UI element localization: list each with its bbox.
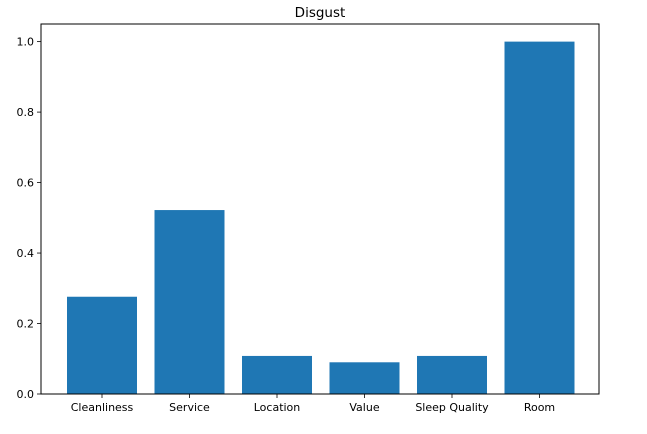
bar-cleanliness (67, 296, 137, 394)
x-tick-label: Service (169, 401, 210, 414)
bars-layer (67, 41, 575, 395)
y-tick-label: 0.4 (17, 247, 35, 260)
plot-frame (40, 23, 600, 395)
x-tick-label: Sleep Quality (415, 401, 489, 414)
bar-sleep-quality (417, 355, 487, 394)
y-tick-label: 0.0 (17, 388, 35, 401)
y-tick-label: 0.6 (17, 177, 35, 190)
x-axis: Cleanliness Service Location Value Sleep Qua… (71, 394, 555, 414)
x-tick-label: Cleanliness (71, 401, 134, 414)
x-tick-label: Room (524, 401, 555, 414)
bar-location (242, 355, 312, 394)
chart-title: Disgust (295, 5, 346, 21)
x-tick-label: Value (349, 401, 379, 414)
y-tick-label: 0.8 (17, 106, 35, 119)
y-tick-label: 1.0 (17, 36, 35, 49)
y-axis: 0.0 0.2 0.4 0.6 0.8 1.0 (17, 36, 41, 401)
bar-service (154, 210, 225, 394)
x-tick-label: Location (254, 401, 301, 414)
bar-room (504, 41, 575, 395)
y-tick-label: 0.2 (17, 318, 35, 331)
bar-value (329, 362, 400, 394)
